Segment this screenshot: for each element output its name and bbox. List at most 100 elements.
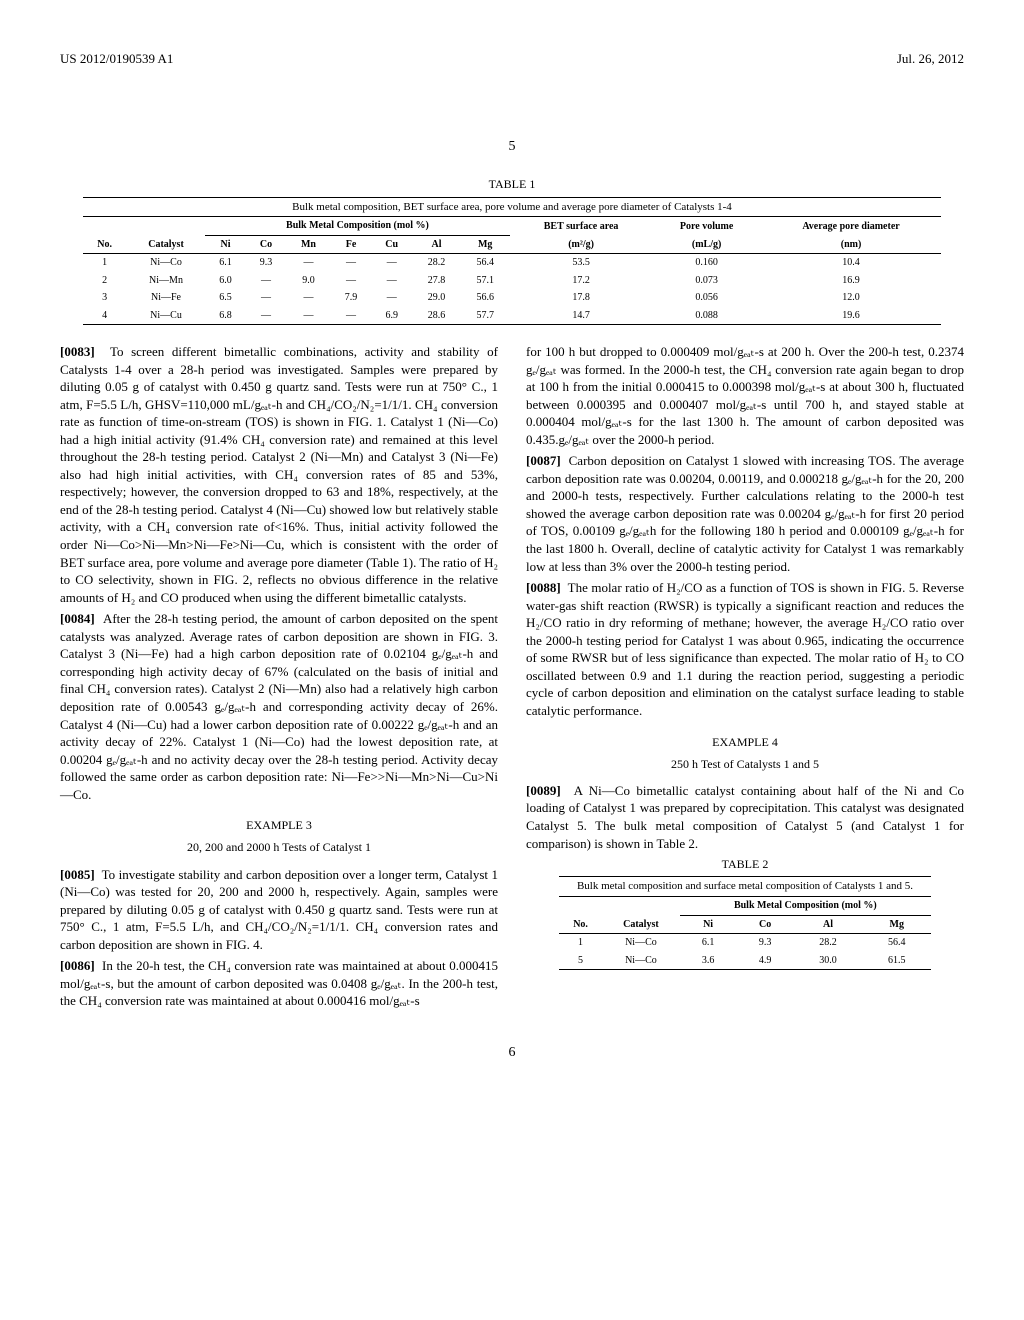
table-cell: 9.3 xyxy=(737,934,794,952)
table-cell: 19.6 xyxy=(761,307,942,325)
table-2-label: TABLE 2 xyxy=(526,856,964,872)
para-0089: [0089] A Ni—Co bimetallic catalyst conta… xyxy=(526,782,964,852)
table-cell: 1 xyxy=(83,254,127,272)
table-2-caption: Bulk metal composition and surface metal… xyxy=(559,877,931,897)
table-cell: Ni—Co xyxy=(602,934,679,952)
table-cell: 12.0 xyxy=(761,289,942,307)
para-0089-text: A Ni—Co bimetallic catalyst containing a… xyxy=(526,783,964,851)
t1-col-ni: Ni xyxy=(205,235,245,254)
page-number-top: 5 xyxy=(60,138,964,157)
table-2-group: Bulk Metal Composition (mol %) xyxy=(680,897,932,916)
t1-col-mn: Mn xyxy=(286,235,331,254)
table-cell: Ni—Co xyxy=(602,952,679,970)
table-cell: 9.0 xyxy=(286,272,331,290)
table-cell: 57.7 xyxy=(461,307,510,325)
table-cell: 3 xyxy=(83,289,127,307)
table-cell: — xyxy=(331,272,371,290)
table-cell: 56.4 xyxy=(461,254,510,272)
table-cell: 57.1 xyxy=(461,272,510,290)
t1-col-al: Al xyxy=(412,235,461,254)
table-cell: 16.9 xyxy=(761,272,942,290)
table-cell: 2 xyxy=(83,272,127,290)
para-0083-num: [0083] xyxy=(60,344,95,359)
table-cell: 0.160 xyxy=(653,254,761,272)
para-0086: [0086] In the 20-h test, the CH₄ convers… xyxy=(60,957,498,1010)
para-0085: [0085] To investigate stability and carb… xyxy=(60,866,498,954)
example-4-label: EXAMPLE 4 xyxy=(526,734,964,750)
para-0083-text: To screen different bimetallic combinati… xyxy=(60,344,498,605)
table-cell: 3.6 xyxy=(680,952,737,970)
table-cell: 28.2 xyxy=(794,934,863,952)
t1-col-mg: Mg xyxy=(461,235,510,254)
para-0088-num: [0088] xyxy=(526,580,561,595)
table-cell: 6.8 xyxy=(205,307,245,325)
table-cell: — xyxy=(331,254,371,272)
table-cell: 27.8 xyxy=(412,272,461,290)
para-0089-num: [0089] xyxy=(526,783,561,798)
table-cell: — xyxy=(286,289,331,307)
table-cell: — xyxy=(371,289,412,307)
para-0086-cont: for 100 h but dropped to 0.000409 mol/gₑ… xyxy=(526,343,964,448)
t2-col-ni: Ni xyxy=(680,915,737,934)
table-row: 1Ni—Co6.19.328.256.4 xyxy=(559,934,931,952)
table-cell: 5 xyxy=(559,952,602,970)
para-0083: [0083] To screen different bimetallic co… xyxy=(60,343,498,606)
table-cell: 10.4 xyxy=(761,254,942,272)
table-cell: Ni—Co xyxy=(127,254,206,272)
para-0088: [0088] The molar ratio of H₂/CO as a fun… xyxy=(526,579,964,719)
table-1-caption: Bulk metal composition, BET surface area… xyxy=(83,197,942,217)
t1-col-no: No. xyxy=(83,235,127,254)
table-row: 1Ni—Co6.19.3———28.256.453.50.16010.4 xyxy=(83,254,942,272)
table-1-container: TABLE 1 Bulk metal composition, BET surf… xyxy=(60,176,964,325)
table-cell: — xyxy=(371,272,412,290)
t1-col-m2g: (m²/g) xyxy=(510,235,653,254)
table-cell: 0.073 xyxy=(653,272,761,290)
table-cell: 30.0 xyxy=(794,952,863,970)
table-cell: 4 xyxy=(83,307,127,325)
table-cell: 6.9 xyxy=(371,307,412,325)
table-cell: 4.9 xyxy=(737,952,794,970)
table-cell: — xyxy=(286,254,331,272)
table-1: Bulk metal composition, BET surface area… xyxy=(83,197,942,326)
para-0086-num: [0086] xyxy=(60,958,95,973)
para-0084: [0084] After the 28-h testing period, th… xyxy=(60,610,498,803)
table-row: 5Ni—Co3.64.930.061.5 xyxy=(559,952,931,970)
t1-col-nm: (nm) xyxy=(761,235,942,254)
para-0088-text: The molar ratio of H₂/CO as a function o… xyxy=(526,580,964,718)
table-cell: 56.4 xyxy=(862,934,931,952)
table-cell: 17.8 xyxy=(510,289,653,307)
t2-col-co: Co xyxy=(737,915,794,934)
table-cell: — xyxy=(331,307,371,325)
t1-col-cu: Cu xyxy=(371,235,412,254)
table-cell: Ni—Fe xyxy=(127,289,206,307)
table-1-group-dia: Average pore diameter xyxy=(761,217,942,236)
table-cell: Ni—Cu xyxy=(127,307,206,325)
table-cell: 0.056 xyxy=(653,289,761,307)
table-cell: — xyxy=(246,289,286,307)
para-0087: [0087] Carbon deposition on Catalyst 1 s… xyxy=(526,452,964,575)
table-1-group-bet: BET surface area xyxy=(510,217,653,236)
t1-col-cat: Catalyst xyxy=(127,235,206,254)
page-number-bottom: 6 xyxy=(60,1044,964,1063)
publication-date: Jul. 26, 2012 xyxy=(897,50,964,68)
t2-col-al: Al xyxy=(794,915,863,934)
table-cell: 56.6 xyxy=(461,289,510,307)
table-cell: 29.0 xyxy=(412,289,461,307)
para-0085-text: To investigate stability and carbon depo… xyxy=(60,867,498,952)
table-cell: — xyxy=(286,307,331,325)
table-cell: 14.7 xyxy=(510,307,653,325)
para-0087-text: Carbon deposition on Catalyst 1 slowed w… xyxy=(526,453,964,573)
t1-col-mlg: (mL/g) xyxy=(653,235,761,254)
para-0087-num: [0087] xyxy=(526,453,561,468)
table-cell: 53.5 xyxy=(510,254,653,272)
table-cell: 17.2 xyxy=(510,272,653,290)
table-cell: 1 xyxy=(559,934,602,952)
table-cell: 6.1 xyxy=(205,254,245,272)
table-2: Bulk metal composition and surface metal… xyxy=(559,876,931,970)
table-cell: — xyxy=(371,254,412,272)
table-cell: 28.6 xyxy=(412,307,461,325)
table-cell: — xyxy=(246,272,286,290)
table-cell: 61.5 xyxy=(862,952,931,970)
table-cell: 6.0 xyxy=(205,272,245,290)
page-header: US 2012/0190539 A1 Jul. 26, 2012 xyxy=(60,50,964,68)
